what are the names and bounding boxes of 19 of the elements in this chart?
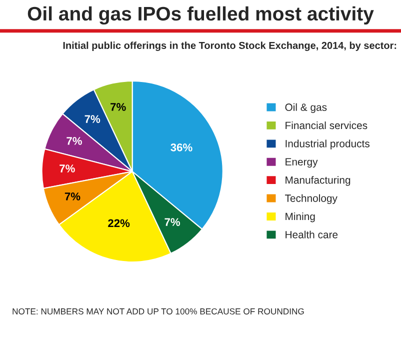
legend-label: Energy	[286, 158, 318, 168]
data-label: 22%	[108, 219, 130, 228]
text: NOTE: NUMBERS MAY NOT ADD UP TO 100% BECAUSE OF ROUNDING	[12, 308, 304, 314]
legend-label: Industrial products	[286, 140, 370, 150]
data-label: 7%	[66, 137, 82, 145]
data-label: 7%	[110, 103, 126, 111]
data-label: 36%	[170, 143, 192, 152]
data-label: 7%	[84, 115, 100, 123]
data-label: 7%	[60, 164, 75, 172]
legend-label: Oil & gas	[285, 103, 327, 113]
legend-label: Manufacturing	[286, 176, 350, 186]
legend-label: Mining	[286, 212, 315, 222]
chart-title: Oil and gas IPOs fuelled most activity	[28, 6, 374, 25]
data-label: 7%	[164, 218, 180, 226]
chart-subtitle: Initial public offerings in the Toronto Stock Exchange, 2014, by sector:	[63, 42, 396, 51]
legend-label: Technology	[285, 194, 338, 204]
legend-label: Health care	[286, 230, 338, 238]
data-label: 7%	[64, 192, 80, 200]
legend-label: Financial services	[286, 121, 368, 130]
